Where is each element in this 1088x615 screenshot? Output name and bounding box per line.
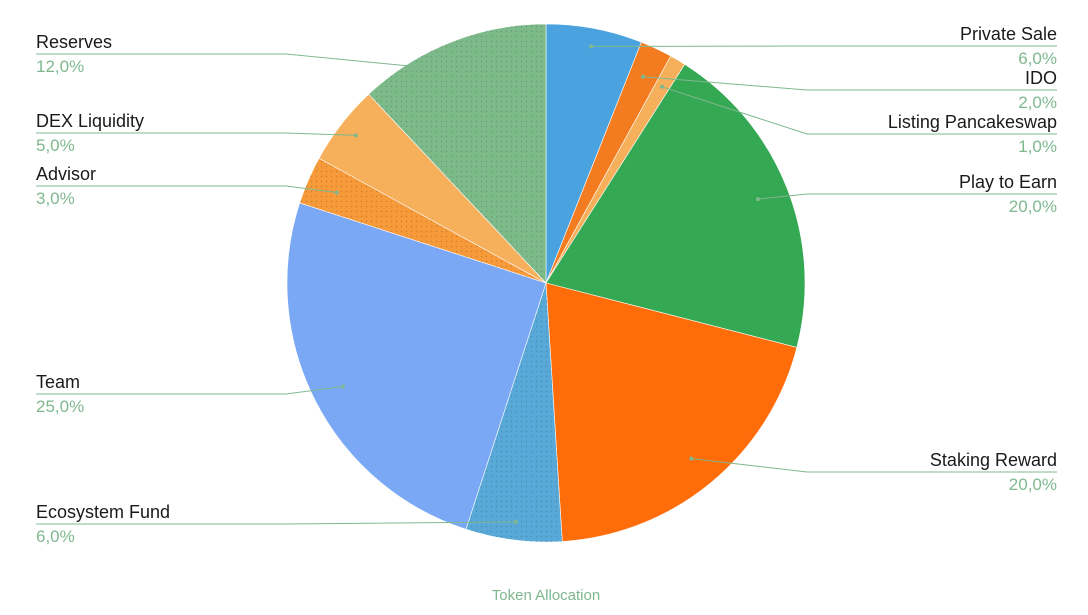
label-name-ido: IDO xyxy=(1025,68,1057,88)
leader-ido xyxy=(642,76,1057,91)
slice-team xyxy=(286,202,547,530)
leader-reserves xyxy=(36,53,463,72)
leader-lines xyxy=(36,44,1057,525)
label-name-dex-liquidity: DEX Liquidity xyxy=(36,111,144,131)
label-value-reserves: 12,0% xyxy=(36,57,84,76)
leader-staking-reward xyxy=(691,458,1057,473)
pie-slices xyxy=(286,23,806,543)
chart-title: Token Allocation xyxy=(492,587,600,604)
label-value-play-to-earn: 20,0% xyxy=(1009,197,1057,216)
label-name-private-sale: Private Sale xyxy=(960,24,1057,44)
slice-play-to-earn xyxy=(545,63,806,348)
label-value-team: 25,0% xyxy=(36,397,84,416)
label-name-advisor: Advisor xyxy=(36,164,96,184)
leader-team xyxy=(36,386,343,395)
label-name-reserves: Reserves xyxy=(36,32,112,52)
label-value-listing-pancakeswap: 1,0% xyxy=(1018,137,1057,156)
leader-dot-listing-pancakeswap xyxy=(660,84,664,89)
label-value-staking-reward: 20,0% xyxy=(1009,475,1057,494)
leader-dot-staking-reward xyxy=(689,456,694,461)
slice-texture-ecosystem-fund xyxy=(465,283,563,543)
leader-dot-private-sale xyxy=(589,44,594,49)
slice-texture-reserves xyxy=(368,24,546,283)
leader-dot-team xyxy=(340,384,345,389)
label-name-staking-reward: Staking Reward xyxy=(930,450,1057,470)
label-name-team: Team xyxy=(36,372,80,392)
leader-dex-liquidity xyxy=(36,132,356,136)
leader-dot-dex-liquidity xyxy=(353,133,358,138)
leader-dot-ido xyxy=(641,74,645,79)
leader-advisor xyxy=(36,185,337,193)
leader-ecosystem-fund xyxy=(36,521,516,525)
leader-play-to-earn xyxy=(757,193,1057,200)
label-value-ido: 2,0% xyxy=(1018,93,1057,112)
label-value-dex-liquidity: 5,0% xyxy=(36,136,75,155)
leader-dot-ecosystem-fund xyxy=(513,520,518,524)
label-name-play-to-earn: Play to Earn xyxy=(959,172,1057,192)
slice-texture-advisor xyxy=(299,158,546,283)
label-value-advisor: 3,0% xyxy=(36,189,75,208)
label-name-ecosystem-fund: Ecosystem Fund xyxy=(36,502,170,522)
slice-staking-reward xyxy=(545,282,798,542)
label-name-listing-pancakeswap: Listing Pancakeswap xyxy=(888,112,1057,132)
leader-dot-play-to-earn xyxy=(755,197,760,202)
label-value-private-sale: 6,0% xyxy=(1018,49,1057,68)
leader-dot-advisor xyxy=(334,190,339,195)
leader-dot-reserves xyxy=(460,69,465,74)
leader-listing-pancakeswap xyxy=(661,86,1057,135)
label-value-ecosystem-fund: 6,0% xyxy=(36,527,75,546)
